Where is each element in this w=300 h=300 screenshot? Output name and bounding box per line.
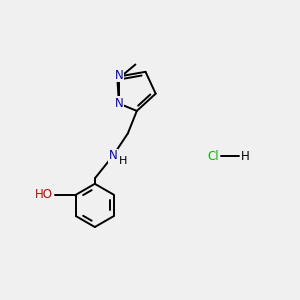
Text: HO: HO [35, 188, 53, 201]
Text: N: N [109, 149, 117, 162]
Text: Cl: Cl [207, 149, 219, 163]
Text: N: N [115, 97, 123, 110]
Text: H: H [241, 149, 249, 163]
Text: N: N [115, 68, 123, 82]
Text: H: H [119, 156, 128, 166]
